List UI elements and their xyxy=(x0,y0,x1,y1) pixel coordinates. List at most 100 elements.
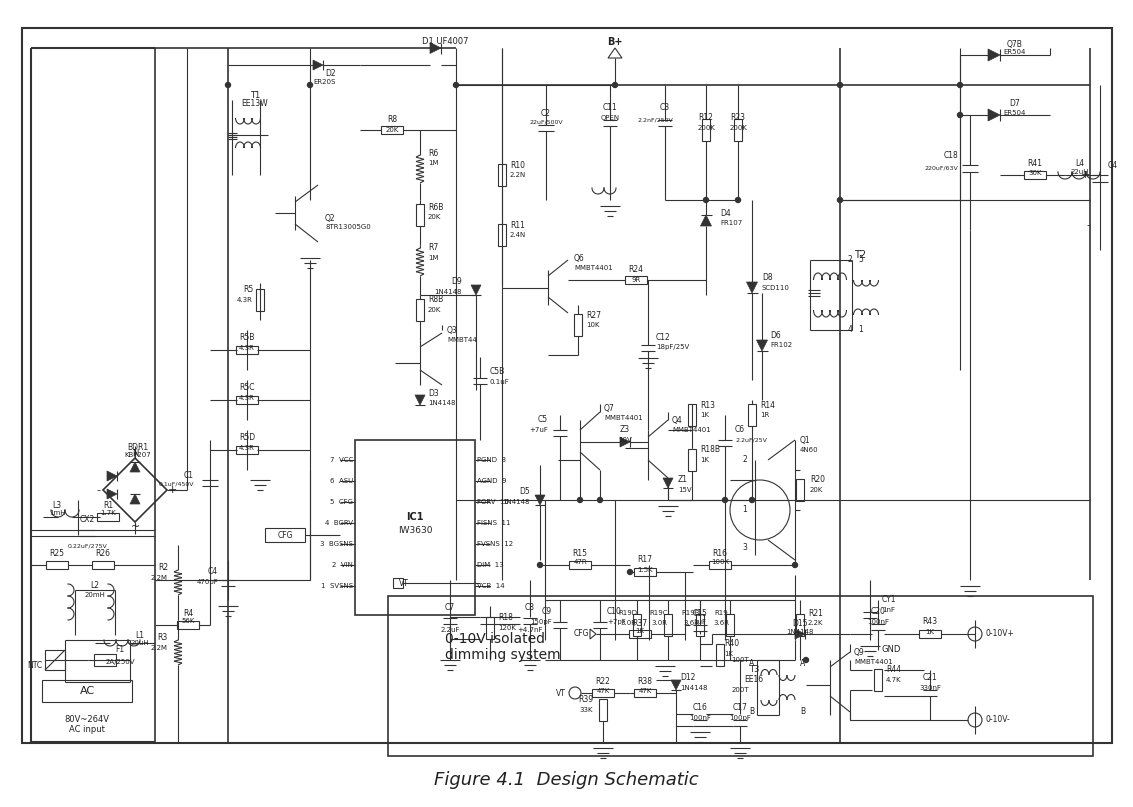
Bar xyxy=(42,680,133,702)
Text: 33K: 33K xyxy=(579,707,593,713)
Text: 2.2M: 2.2M xyxy=(151,575,168,581)
Text: 47R: 47R xyxy=(573,559,587,565)
Text: R10: R10 xyxy=(510,161,525,169)
Text: D12: D12 xyxy=(680,674,696,683)
Text: R8: R8 xyxy=(387,115,397,124)
Text: 20K: 20K xyxy=(385,127,399,133)
Text: 330nF: 330nF xyxy=(919,685,942,691)
Text: MMBT4401: MMBT4401 xyxy=(854,659,893,665)
Text: R39: R39 xyxy=(578,696,593,705)
Text: 4.3R: 4.3R xyxy=(239,395,255,401)
Bar xyxy=(664,614,672,636)
Text: C21: C21 xyxy=(922,674,937,683)
Text: R43: R43 xyxy=(922,617,938,626)
Text: SCD110: SCD110 xyxy=(763,285,790,291)
Text: 2: 2 xyxy=(847,256,852,265)
Text: C12: C12 xyxy=(656,332,671,341)
Text: 2: 2 xyxy=(742,455,748,465)
Text: 30K: 30K xyxy=(1029,170,1041,176)
Circle shape xyxy=(957,82,963,87)
Text: 0-10V-: 0-10V- xyxy=(985,716,1010,725)
Text: FVSNS  12: FVSNS 12 xyxy=(477,541,513,547)
Circle shape xyxy=(792,562,798,567)
Text: VCB  14: VCB 14 xyxy=(477,583,504,589)
Text: Q1: Q1 xyxy=(800,436,810,445)
Bar xyxy=(46,561,68,569)
Text: L1: L1 xyxy=(136,630,145,639)
Text: FR102: FR102 xyxy=(770,342,792,348)
Text: 6  ASU: 6 ASU xyxy=(330,478,353,484)
Text: 9R: 9R xyxy=(631,277,640,283)
Text: R19C: R19C xyxy=(649,610,668,616)
Text: Figure 4.1  Design Schematic: Figure 4.1 Design Schematic xyxy=(434,771,698,789)
Text: 200K: 200K xyxy=(729,125,747,131)
Bar xyxy=(94,654,116,666)
Bar xyxy=(688,449,696,471)
Text: 1nF: 1nF xyxy=(881,607,895,613)
Text: 10K: 10K xyxy=(586,322,599,328)
Text: C3: C3 xyxy=(659,103,670,112)
Polygon shape xyxy=(313,60,323,70)
Bar xyxy=(416,204,424,226)
Text: 2.2uF: 2.2uF xyxy=(441,627,460,633)
Text: EE13W: EE13W xyxy=(241,98,269,107)
Text: 3.6R: 3.6R xyxy=(683,620,699,626)
Polygon shape xyxy=(747,282,758,293)
Text: R17: R17 xyxy=(638,555,653,565)
Text: 80V~264V: 80V~264V xyxy=(65,716,110,725)
Text: 1uF: 1uF xyxy=(693,619,707,625)
Text: GND: GND xyxy=(881,646,902,654)
Text: B+: B+ xyxy=(607,37,623,47)
Text: 20mH: 20mH xyxy=(85,592,105,598)
Bar xyxy=(688,404,696,426)
Text: R19D: R19D xyxy=(619,610,638,616)
Bar xyxy=(236,396,258,404)
Circle shape xyxy=(613,82,617,87)
Text: B: B xyxy=(800,708,806,717)
Text: CFG: CFG xyxy=(573,629,589,638)
Text: 1N4148: 1N4148 xyxy=(786,629,813,635)
Circle shape xyxy=(837,82,843,87)
Text: AC input: AC input xyxy=(69,725,105,734)
Text: D5: D5 xyxy=(519,487,530,496)
Circle shape xyxy=(837,198,843,203)
Text: 4.3R: 4.3R xyxy=(239,445,255,451)
Text: PGND  8: PGND 8 xyxy=(477,457,506,463)
Polygon shape xyxy=(757,340,767,351)
Text: +7uF: +7uF xyxy=(529,427,548,433)
Bar xyxy=(574,314,582,336)
Bar xyxy=(633,614,641,636)
Polygon shape xyxy=(130,462,140,472)
Bar xyxy=(726,614,734,636)
Text: C10: C10 xyxy=(607,608,622,617)
Text: 15V: 15V xyxy=(678,487,691,493)
Text: NTC: NTC xyxy=(27,660,42,670)
Bar xyxy=(1024,171,1046,179)
Text: VT: VT xyxy=(556,688,566,697)
Text: R7: R7 xyxy=(428,244,438,253)
Text: R44: R44 xyxy=(886,666,901,675)
Text: Q3: Q3 xyxy=(448,325,458,334)
Bar xyxy=(716,644,724,666)
Text: EE16: EE16 xyxy=(744,675,764,684)
Bar xyxy=(92,561,114,569)
Text: R5B: R5B xyxy=(239,333,255,342)
Circle shape xyxy=(628,570,632,575)
Bar xyxy=(393,578,403,588)
Text: C1: C1 xyxy=(184,471,194,480)
Bar xyxy=(569,561,591,569)
Text: R18: R18 xyxy=(499,613,513,622)
Polygon shape xyxy=(663,478,673,488)
Text: BDR1: BDR1 xyxy=(127,444,148,453)
Text: IW3630: IW3630 xyxy=(398,526,433,535)
Text: R40: R40 xyxy=(724,639,739,649)
Polygon shape xyxy=(988,49,1000,61)
Text: F1: F1 xyxy=(116,646,125,654)
Text: R13: R13 xyxy=(700,400,715,409)
Polygon shape xyxy=(795,629,806,639)
Polygon shape xyxy=(130,494,140,504)
Text: R12: R12 xyxy=(699,114,714,123)
Text: Q7: Q7 xyxy=(604,404,615,412)
Text: 0-10V+: 0-10V+ xyxy=(985,629,1014,638)
Text: 20K: 20K xyxy=(428,307,442,313)
